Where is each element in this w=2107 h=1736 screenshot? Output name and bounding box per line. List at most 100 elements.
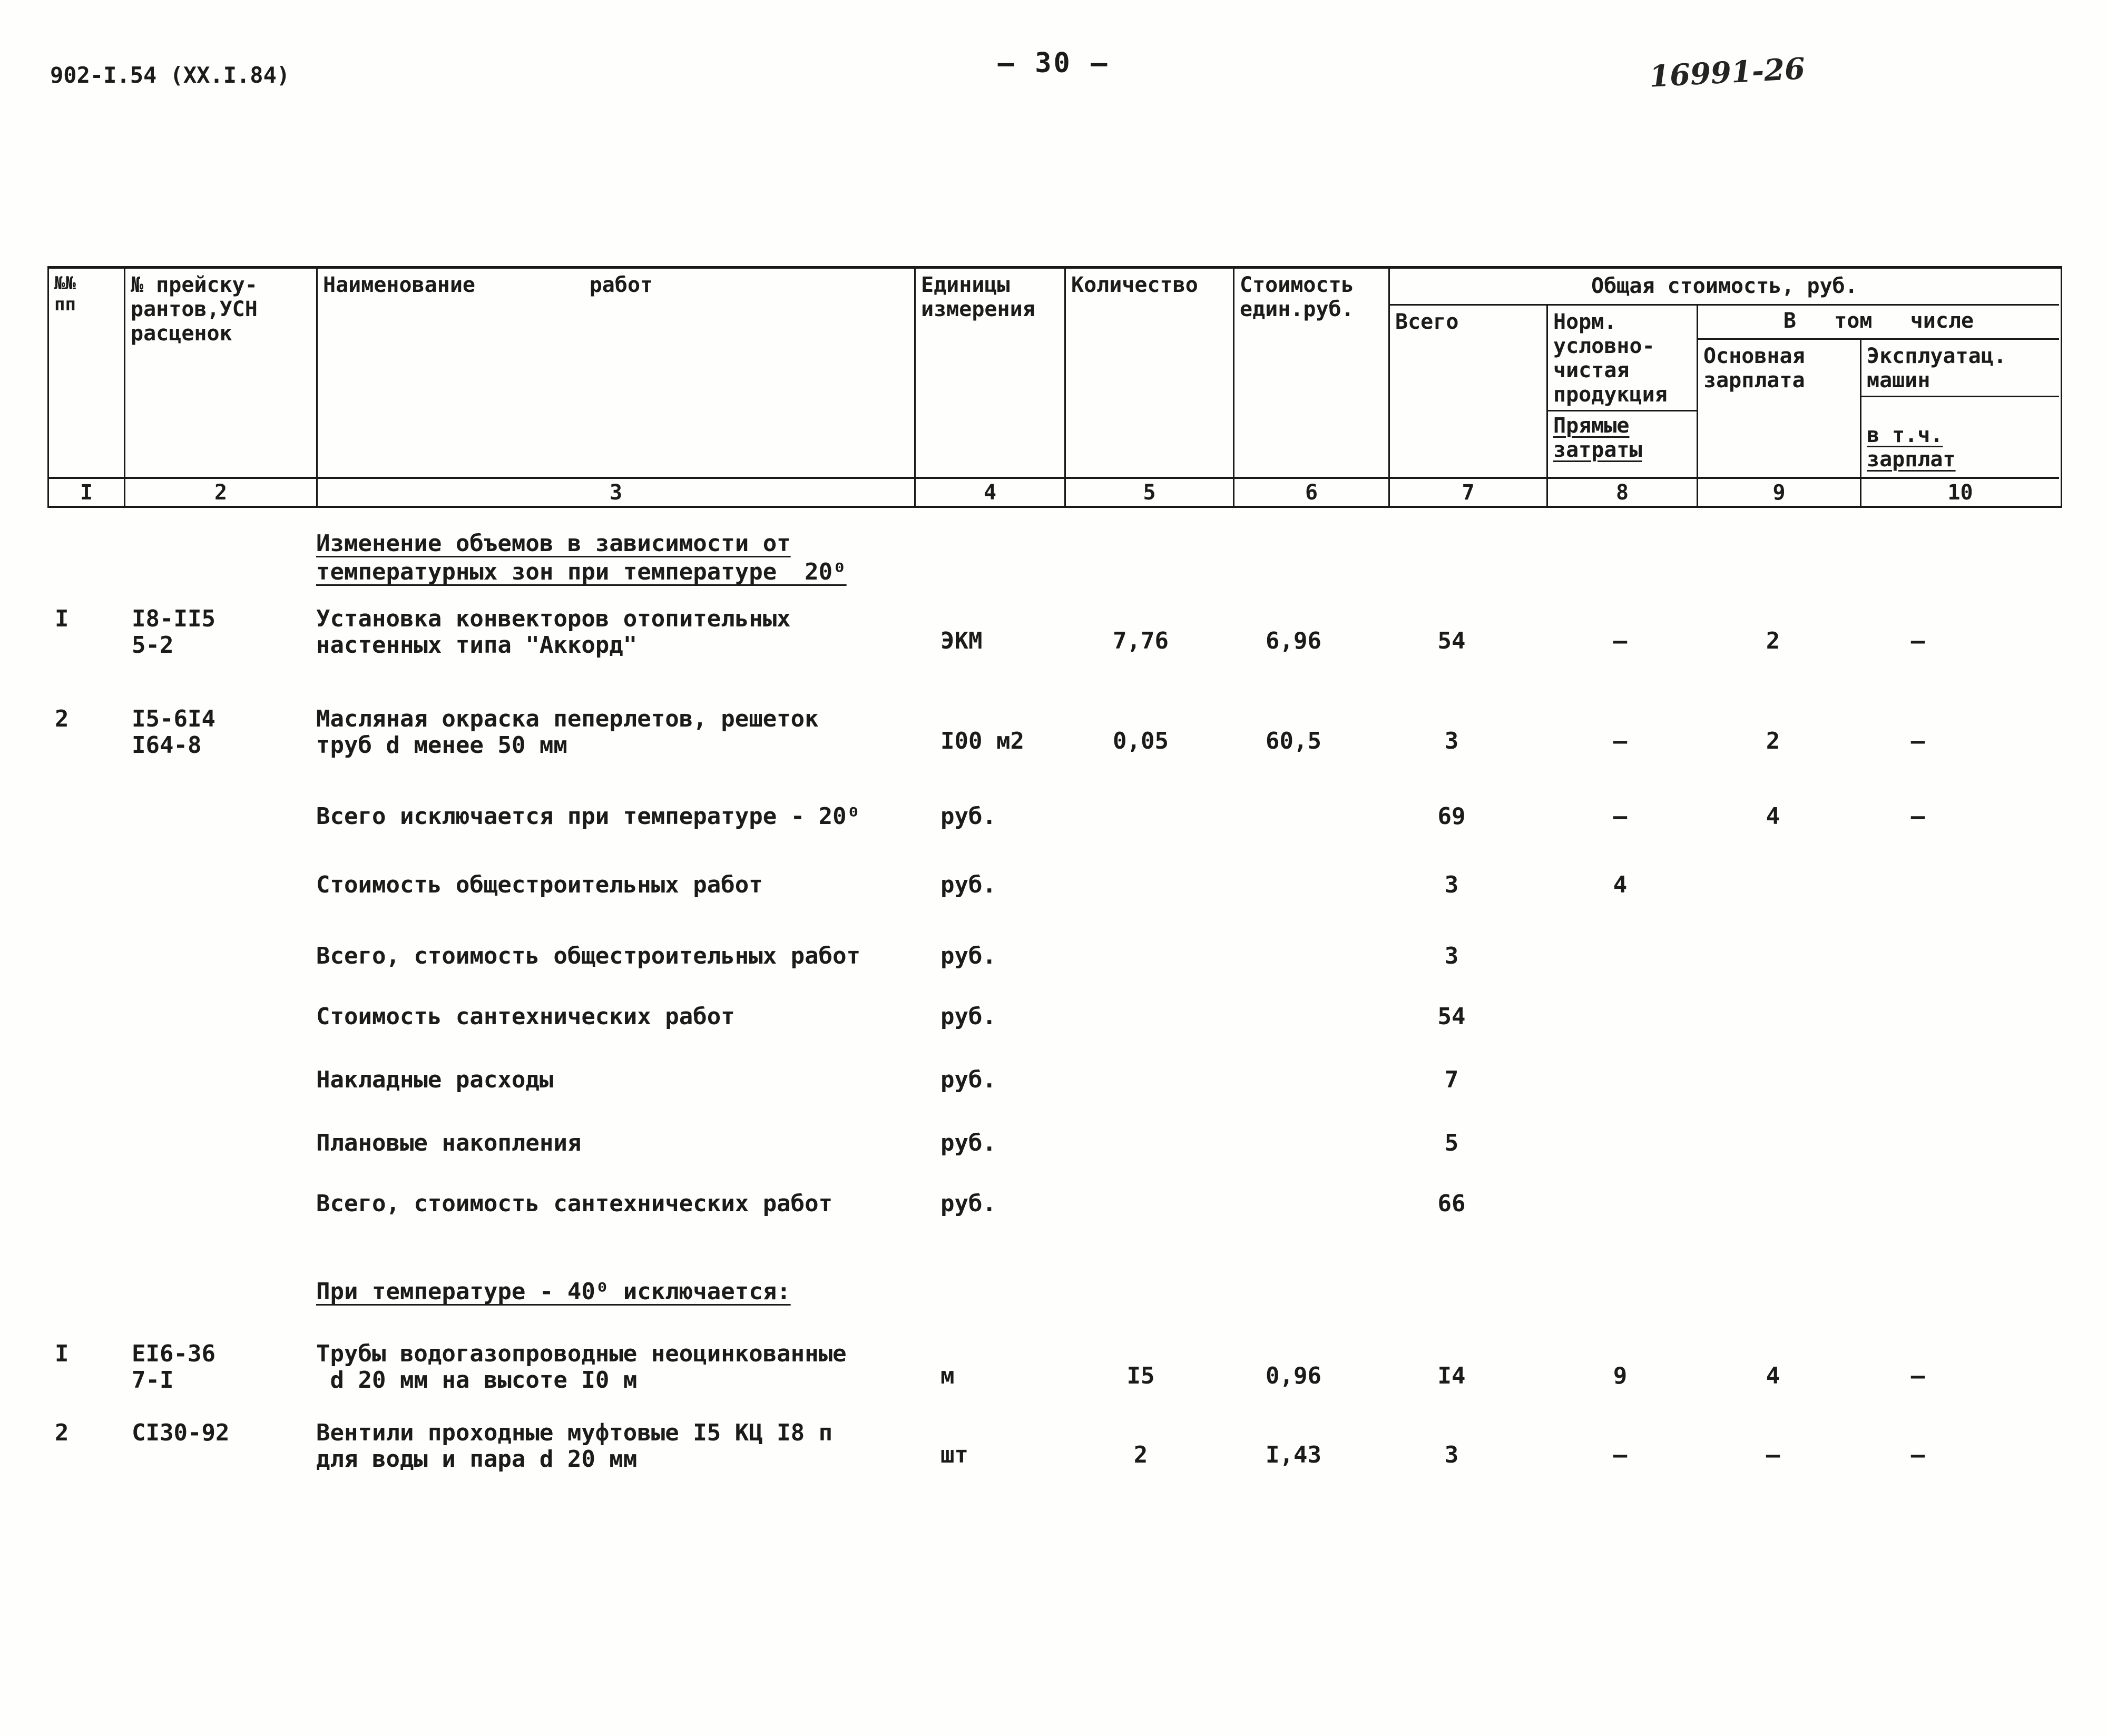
machines-cell: – <box>1910 627 1925 654</box>
total-cell: I4 <box>1437 1362 1466 1389</box>
table-row: Накладные расходы руб. 7 <box>47 1067 2062 1146</box>
work-name-cell: Установка конвекторов отопительных насте… <box>316 605 791 659</box>
quantity-cell: 2 <box>1133 1441 1148 1468</box>
column-number-10: 10 <box>1861 477 2059 506</box>
column-number-2: 2 <box>125 477 318 506</box>
work-name-cell: Всего, стоимость общестроительных работ <box>316 943 861 969</box>
work-name-cell: Трубы водогазопроводные неоцинкованные d… <box>316 1340 847 1394</box>
cost-table-header: №№ пп № прейску- рантов,УСН расценок Наи… <box>47 266 2062 508</box>
table-row: Стоимость сантехнических работ руб. 54 <box>47 1004 2062 1083</box>
total-cell: 69 <box>1437 803 1466 830</box>
salary-cell: 4 <box>1766 803 1780 830</box>
header-direct-costs-label: Прямые затраты <box>1553 414 1642 462</box>
work-name-cell: Стоимость общестроительных работ <box>316 871 763 898</box>
column-number-6: 6 <box>1234 477 1390 506</box>
column-number-9: 9 <box>1698 477 1861 506</box>
total-cell: 3 <box>1444 943 1459 969</box>
work-name-cell: Масляная окраска пеперлетов, решеток тру… <box>316 705 819 759</box>
row-number-cell: I <box>55 1340 69 1367</box>
table-row: I ЕI6-36 7-I Трубы водогазопроводные нео… <box>47 1341 2062 1420</box>
total-cell: 7 <box>1444 1066 1459 1093</box>
header-row-number: №№ пп <box>49 269 125 477</box>
header-norm-production: Норм. условно- чистая продукция Прямые з… <box>1548 306 1698 477</box>
salary-cell: 4 <box>1766 1362 1780 1389</box>
unit-cost-cell: I,43 <box>1266 1441 1321 1468</box>
price-code-cell: I8-II5 5-2 <box>132 605 215 659</box>
row-number-cell: 2 <box>55 1419 69 1446</box>
work-name-cell: Вентили проходные муфтовые I5 КЦ I8 п дл… <box>316 1419 833 1473</box>
row-number-cell: I <box>55 605 69 632</box>
quantity-cell: 7,76 <box>1113 627 1169 654</box>
unit-cost-cell: 0,96 <box>1266 1362 1321 1389</box>
header-total: Всего <box>1390 306 1548 477</box>
norm-cell: – <box>1613 1441 1628 1468</box>
total-cell: 3 <box>1444 871 1459 898</box>
table-row: Всего исключается при температуре - 20⁰ … <box>47 803 2062 882</box>
table-row: Стоимость общестроительных работ руб. 3 … <box>47 872 2062 951</box>
price-code-cell: ЕI6-36 7-I <box>132 1340 215 1394</box>
header-machine-salary-label: в т.ч. зарплат <box>1867 423 1956 472</box>
column-number-5: 5 <box>1066 477 1234 506</box>
column-number-7: 7 <box>1390 477 1548 506</box>
work-name-cell: Всего исключается при температуре - 20⁰ <box>316 803 861 830</box>
header-total-cost-group: Общая стоимость, руб. <box>1390 269 2059 306</box>
total-cell: 3 <box>1444 1441 1459 1468</box>
column-number-4: 4 <box>916 477 1066 506</box>
total-cell: 5 <box>1444 1130 1459 1156</box>
header-norm-production-label: Норм. условно- чистая продукция <box>1548 306 1697 411</box>
header-quantity: Количество <box>1066 269 1234 477</box>
unit-cell: шт <box>940 1441 968 1468</box>
salary-cell: 2 <box>1766 728 1780 754</box>
section-title-temperature-zones: Изменение объемов в зависимости от темпе… <box>316 530 847 585</box>
machines-cell: – <box>1910 1441 1925 1468</box>
column-number-1: I <box>49 477 125 506</box>
header-price-list: № прейску- рантов,УСН расценок <box>125 269 318 477</box>
table-row: I I8-II5 5-2 Установка конвекторов отопи… <box>47 606 2062 685</box>
unit-cell: руб. <box>940 1003 996 1030</box>
table-row: Всего, стоимость сантехнических работ ру… <box>47 1191 2062 1270</box>
norm-cell: 9 <box>1613 1362 1628 1389</box>
machines-cell: – <box>1910 803 1925 830</box>
handwritten-reference: 16991-26 <box>1648 51 1806 94</box>
total-cell: 54 <box>1437 1003 1466 1030</box>
table-row: Плановые накопления руб. 5 <box>47 1130 2062 1209</box>
unit-cost-cell: 60,5 <box>1266 728 1321 754</box>
quantity-cell: 0,05 <box>1113 728 1169 754</box>
machines-cell: – <box>1910 1362 1925 1389</box>
column-number-8: 8 <box>1548 477 1698 506</box>
salary-cell: – <box>1766 1441 1780 1468</box>
price-code-cell: СI30-92 <box>132 1419 230 1446</box>
norm-cell: – <box>1613 728 1628 754</box>
total-cell: 54 <box>1437 627 1466 654</box>
document-code: 902-I.54 (XX.I.84) <box>50 62 290 88</box>
header-unit-cost: Стоимость един.руб. <box>1234 269 1390 477</box>
unit-cell: I00 м2 <box>940 728 1024 754</box>
header-machine-operation: Эксплуатац. машин в т.ч. зарплат <box>1861 340 2059 477</box>
work-name-cell: Всего, стоимость сантехнических работ <box>316 1190 833 1217</box>
header-unit: Единицы измерения <box>916 269 1066 477</box>
price-code-cell: I5-6I4 I64-8 <box>132 705 215 759</box>
work-name-cell: Плановые накопления <box>316 1130 582 1156</box>
table-row: 2 СI30-92 Вентили проходные муфтовые I5 … <box>47 1420 2062 1499</box>
table-row: 2 I5-6I4 I64-8 Масляная окраска пеперлет… <box>47 706 2062 785</box>
page-number: — 30 — <box>997 47 1110 79</box>
unit-cell: руб. <box>940 803 996 830</box>
machines-cell: – <box>1910 728 1925 754</box>
unit-cell: ЭКМ <box>940 627 983 654</box>
section-title-minus-40: При температуре - 40⁰ исключается: <box>316 1278 791 1305</box>
column-number-3: 3 <box>318 477 916 506</box>
total-cell: 66 <box>1437 1190 1466 1217</box>
unit-cell: м <box>940 1362 955 1389</box>
norm-cell: – <box>1613 803 1628 830</box>
table-row: Всего, стоимость общестроительных работ … <box>47 943 2062 1022</box>
salary-cell: 2 <box>1766 627 1780 654</box>
unit-cell: руб. <box>940 943 996 969</box>
norm-cell: – <box>1613 627 1628 654</box>
header-work-name: Наименование работ <box>318 269 916 477</box>
row-number-cell: 2 <box>55 705 69 732</box>
header-machine-operation-label: Эксплуатац. машин <box>1861 340 2059 397</box>
work-name-cell: Накладные расходы <box>316 1066 554 1093</box>
unit-cell: руб. <box>940 1066 996 1093</box>
norm-cell: 4 <box>1613 871 1628 898</box>
